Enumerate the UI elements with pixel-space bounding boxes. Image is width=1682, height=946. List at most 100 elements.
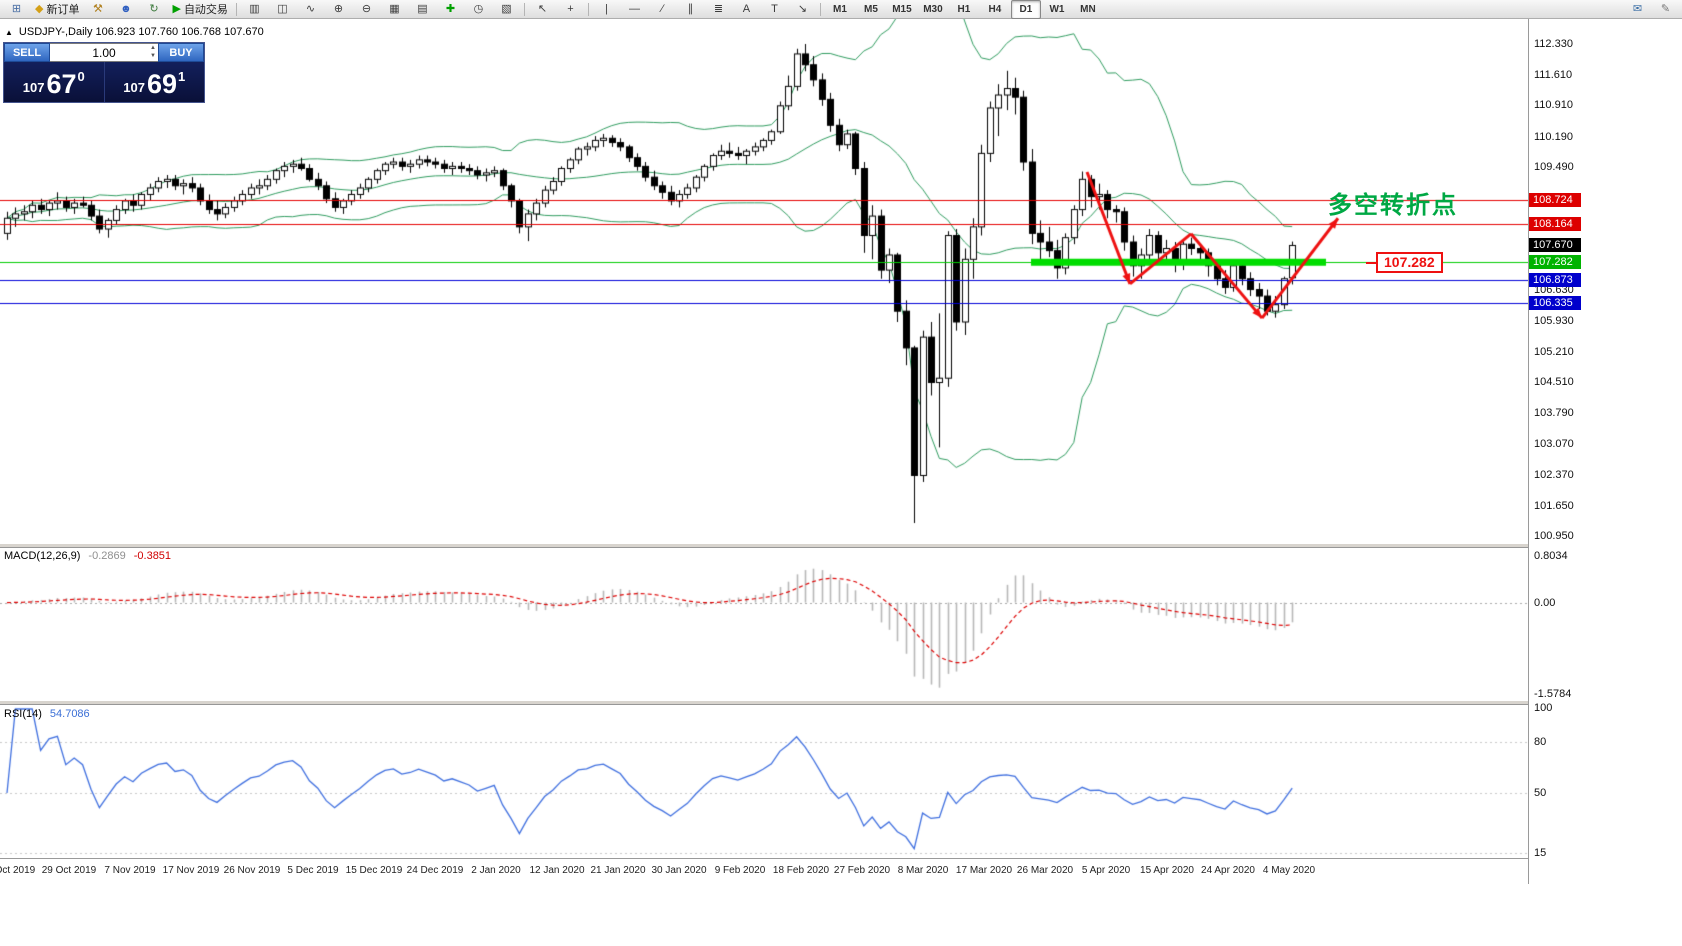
indicators-icon[interactable]: ✚ — [437, 0, 464, 19]
timeframe-button-m5[interactable]: M5 — [863, 3, 878, 15]
zoom-out-icon[interactable]: ⊖ — [353, 0, 380, 19]
sell-price-point: 0 — [77, 69, 85, 84]
horizontal-line-icon[interactable]: — — [621, 0, 648, 19]
toolbar-separator — [235, 2, 237, 16]
text-icon[interactable]: A — [733, 0, 760, 19]
tile-windows-icon: ▦ — [389, 2, 400, 15]
price-label-tick — [1366, 261, 1376, 264]
candlestick-chart-icon[interactable]: ◫ — [269, 0, 296, 19]
fibonacci-icon[interactable]: ≣ — [705, 0, 732, 19]
buy-price-pips: 69 — [146, 69, 177, 99]
refresh-icon[interactable]: ↻ — [140, 0, 167, 19]
zoom-in-icon: ⊕ — [333, 2, 344, 15]
price-axis-tag: 106.873 — [1529, 272, 1581, 287]
price-axis-label: 103.790 — [1534, 407, 1574, 420]
volume-value: 1.00 — [92, 45, 116, 60]
date-label: 15 Dec 2019 — [345, 865, 403, 876]
rsi-label: RSI(14) — [4, 708, 42, 720]
timeframe-button-w1[interactable]: W1 — [1049, 3, 1065, 15]
price-axis-tag: 108.724 — [1529, 192, 1581, 207]
price-axis-label: 110.190 — [1534, 130, 1573, 143]
crosshair-icon[interactable]: + — [557, 0, 584, 19]
sell-price-pips: 67 — [46, 69, 77, 99]
trendline-icon[interactable]: ∕ — [649, 0, 676, 19]
arrows-icon[interactable]: ↘ — [789, 0, 816, 19]
rsi-canvas[interactable] — [0, 705, 1528, 858]
price-axis-label: 105.930 — [1534, 314, 1574, 327]
price-axis-label: 109.490 — [1534, 160, 1574, 173]
tile-windows-icon[interactable]: ▦ — [381, 0, 408, 19]
volume-stepper[interactable]: 1.00 ▲ ▼ — [50, 43, 158, 62]
one-click-trading-panel: SELL 1.00 ▲ ▼ BUY 107 67 0 107 69 1 — [3, 42, 205, 103]
new-order-button[interactable]: ◆ 新订单 — [31, 0, 83, 19]
new-order-button-label: 新订单 — [46, 4, 80, 16]
market-watch-icon: ⚒ — [93, 2, 103, 15]
sell-price-display[interactable]: 107 67 0 — [4, 62, 105, 102]
arrows-icon: ↘ — [797, 2, 808, 15]
timeframe-button-m30[interactable]: M30 — [923, 3, 943, 15]
chat-icon[interactable]: ✉ — [1624, 0, 1651, 19]
cursor-icon[interactable]: ↖ — [529, 0, 556, 19]
navigator-icon[interactable]: ☻ — [112, 0, 139, 19]
price-axis[interactable]: 112.330 111.610 110.910 110.190 109.490 106.6… — [1528, 19, 1682, 884]
rsi-axis-label: 80 — [1534, 736, 1547, 748]
candlestick-chart-icon: ◫ — [277, 2, 288, 15]
text-label-icon[interactable]: T — [761, 0, 788, 19]
bar-chart-icon[interactable]: ▥ — [241, 0, 268, 19]
timeframe-button-m15[interactable]: M15 — [892, 3, 912, 15]
date-label: 2 Jan 2020 — [471, 865, 521, 876]
zoom-out-icon: ⊖ — [361, 2, 372, 15]
time-axis[interactable]: 10 Oct 2019 29 Oct 2019 7 Nov 2019 17 Nov 2… — [0, 858, 1528, 885]
timeframe-button-d1[interactable]: D1 — [1010, 0, 1041, 19]
zoom-in-icon[interactable]: ⊕ — [325, 0, 352, 19]
market-watch-icon[interactable]: ⚒ — [84, 0, 111, 19]
toolbar-separator — [523, 2, 525, 16]
bottom-filler — [0, 884, 1682, 946]
draw-icon[interactable]: ✎ — [1652, 0, 1679, 19]
rsi-axis-label: 100 — [1534, 702, 1553, 714]
buy-button[interactable]: BUY — [158, 43, 204, 62]
date-label: 5 Dec 2019 — [287, 865, 339, 876]
turning-point-annotation[interactable]: 多空转折点 — [1328, 190, 1458, 219]
date-label: 4 May 2020 — [1262, 865, 1316, 876]
pane-separator[interactable] — [0, 543, 1682, 548]
horizontal-line-icon: — — [628, 2, 640, 15]
timeframe-button-mn[interactable]: MN — [1080, 3, 1096, 15]
buy-price-display[interactable]: 107 69 1 — [105, 62, 205, 102]
price-level-label[interactable]: 107.282 — [1366, 252, 1443, 273]
macd-canvas[interactable] — [0, 548, 1528, 700]
pane-separator[interactable] — [0, 700, 1682, 705]
date-label: 18 Feb 2020 — [772, 865, 830, 876]
trendline-icon: ∕ — [661, 2, 664, 15]
date-label: 26 Nov 2019 — [223, 865, 281, 876]
date-label: 7 Nov 2019 — [104, 865, 156, 876]
one-click-panel-toggle[interactable]: ▲ — [5, 27, 13, 37]
date-label: 26 Mar 2020 — [1016, 865, 1074, 876]
chat-icon: ✉ — [1632, 2, 1643, 15]
macd-main-value: -0.2869 — [88, 550, 126, 562]
text-icon: A — [742, 2, 751, 15]
price-chart-canvas[interactable] — [0, 19, 1528, 543]
autotrading-button[interactable]: ▶ 自动交易 — [168, 0, 231, 19]
volume-up-icon[interactable]: ▲ — [150, 45, 156, 51]
timeframe-button-h1[interactable]: H1 — [957, 3, 971, 15]
sell-price-int: 107 — [22, 80, 45, 95]
new-chart-icon[interactable]: ⊞ — [3, 0, 30, 19]
volume-down-icon[interactable]: ▼ — [150, 53, 156, 59]
templates-icon[interactable]: ▧ — [493, 0, 520, 19]
channel-icon[interactable]: ∥ — [677, 0, 704, 19]
timeframe-button-h4[interactable]: H4 — [988, 3, 1002, 15]
price-axis-label: 101.650 — [1534, 499, 1574, 512]
rsi-axis-label: 15 — [1534, 846, 1547, 859]
sell-button[interactable]: SELL — [4, 43, 50, 62]
buy-price-point: 1 — [178, 69, 186, 84]
periods-icon[interactable]: ◷ — [465, 0, 492, 19]
line-chart-icon[interactable]: ∿ — [297, 0, 324, 19]
crosshair-icon: + — [567, 2, 574, 15]
date-label: 17 Nov 2019 — [162, 865, 220, 876]
vertical-line-icon[interactable]: | — [593, 0, 620, 19]
cascade-windows-icon[interactable]: ▤ — [409, 0, 436, 19]
refresh-icon: ↻ — [149, 2, 159, 15]
timeframe-button-m1[interactable]: M1 — [832, 3, 847, 15]
